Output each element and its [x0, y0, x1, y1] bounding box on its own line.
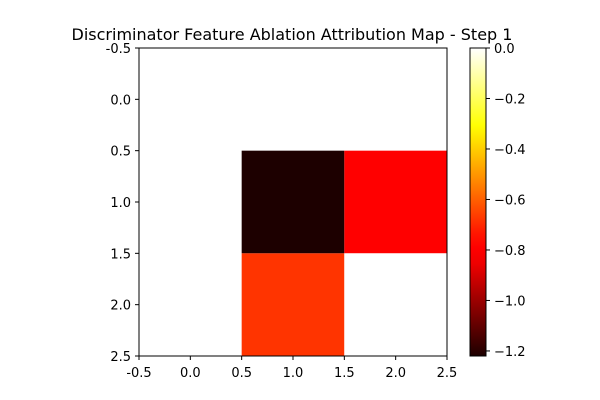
y-tick-label: 0.0	[110, 93, 131, 108]
x-tick-label: 0.5	[231, 366, 252, 381]
heatmap-cell-r2-c0	[139, 253, 242, 356]
y-tick-label: -0.5	[106, 42, 131, 57]
colorbar-tick-label: −1.2	[494, 345, 526, 360]
colorbar-tick-label: −0.2	[494, 92, 526, 107]
y-tick-label: 1.5	[110, 247, 131, 262]
x-tick-label: 1.5	[334, 366, 355, 381]
colorbar-tick-label: −0.4	[494, 143, 526, 158]
colorbar: 0.0 −0.2 −0.4 −0.6 −0.8 −1.0 −1.2	[469, 42, 526, 360]
heatmap-cell-r1-c2	[344, 150, 447, 254]
heatmap-cell-r2-c2	[344, 253, 447, 356]
x-tick-label: 0.0	[180, 366, 201, 381]
heatmap-cell-r2-c1	[241, 253, 345, 356]
x-tick-label: 2.5	[437, 366, 458, 381]
chart-title: Discriminator Feature Ablation Attributi…	[72, 25, 513, 44]
colorbar-frame	[469, 47, 487, 357]
x-tick-label: -0.5	[126, 366, 151, 381]
colorbar-tick-label: −1.0	[494, 294, 526, 309]
y-tick-label: 2.0	[110, 299, 131, 314]
x-tick-label: 1.0	[283, 366, 304, 381]
y-tick-label: 2.5	[110, 350, 131, 365]
colorbar-tick-label: −0.8	[494, 244, 526, 259]
heatmap-cell-r0-c1	[241, 48, 345, 151]
x-tick-label: 2.0	[385, 366, 406, 381]
y-tick-label: 1.0	[110, 196, 131, 211]
y-tick-label: 0.5	[110, 145, 131, 160]
heatmap-cell-r0-c2	[344, 48, 447, 151]
colorbar-gradient	[470, 48, 486, 356]
colorbar-tick-label: −0.6	[494, 193, 526, 208]
heatmap-cell-r0-c0	[139, 48, 242, 151]
plot-area: -0.5 0.0 0.5 1.0 1.5 2.0 2.5-0.50.00.51.01.52.…	[106, 42, 458, 381]
colorbar-tick-label: 0.0	[494, 42, 515, 57]
heatmap-cell-r1-c0	[139, 150, 242, 254]
heatmap-cell-r1-c1	[241, 150, 345, 254]
